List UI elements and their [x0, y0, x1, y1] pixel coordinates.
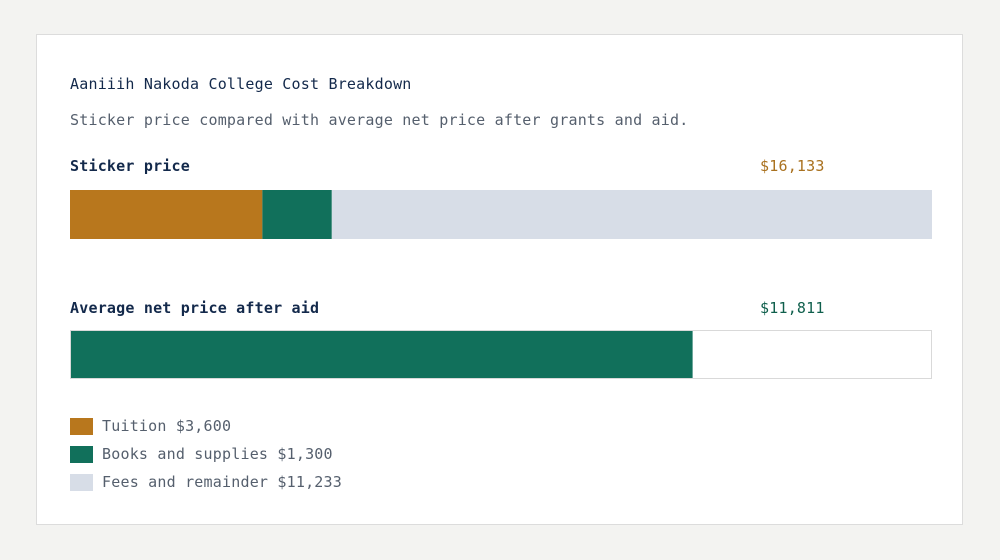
legend-swatch-books — [70, 445, 93, 463]
legend-label-books: Books and supplies $1,300 — [102, 445, 333, 463]
net-price-label: Average net price after aid — [70, 299, 320, 317]
sticker-price-bar — [70, 190, 932, 239]
legend-swatch-fees — [70, 473, 93, 491]
chart-card: Aaniiih Nakoda College Cost Breakdown St… — [36, 34, 963, 525]
sticker-price-bar-svg — [70, 190, 932, 239]
legend-item-fees: Fees and remainder $11,233 — [70, 473, 342, 491]
legend-label-tuition: Tuition $3,600 — [102, 417, 232, 435]
sticker-price-label: Sticker price — [70, 157, 190, 175]
legend-label-fees: Fees and remainder $11,233 — [102, 473, 342, 491]
sticker-segment-fees-and-remainder — [331, 190, 932, 239]
legend-item-books: Books and supplies $1,300 — [70, 445, 333, 463]
net-price-bar — [70, 330, 932, 379]
legend-swatch-tuition — [70, 417, 93, 435]
sticker-price-value: $16,133 — [760, 157, 825, 175]
chart-title: Aaniiih Nakoda College Cost Breakdown — [70, 75, 412, 93]
sticker-segment-books-and-supplies — [262, 190, 332, 239]
net-price-value: $11,811 — [760, 299, 825, 317]
sticker-segment-tuition — [70, 190, 263, 239]
chart-subtitle: Sticker price compared with average net … — [70, 111, 689, 129]
net-price-fill — [71, 331, 693, 378]
net-price-bar-svg — [70, 330, 932, 379]
legend-item-tuition: Tuition $3,600 — [70, 417, 231, 435]
